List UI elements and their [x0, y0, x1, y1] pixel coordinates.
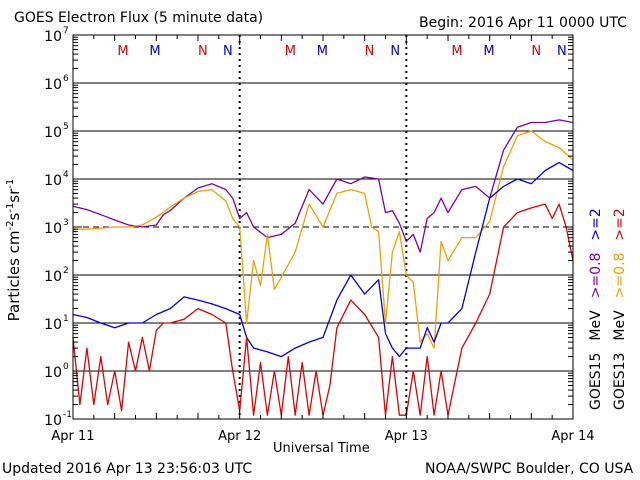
series-line	[73, 130, 574, 349]
legend-entry: MeV	[588, 310, 604, 341]
series-line	[72, 161, 574, 358]
mn-marker: N	[223, 44, 233, 59]
legend-entry: MeV	[612, 310, 628, 341]
legend-entry: >=0.8	[588, 252, 604, 299]
series-line	[72, 119, 574, 253]
y-tick-label: 10	[44, 269, 62, 285]
x-axis-label: Universal Time	[273, 441, 370, 456]
series-line	[72, 203, 574, 416]
mn-marker: M	[285, 44, 296, 59]
y-tick-exponent: 0	[63, 362, 69, 372]
mn-marker: M	[451, 44, 462, 59]
y-tick-label: 10	[44, 413, 62, 429]
legend-column: >=2 >=0.8 MeV GOES13	[612, 208, 628, 410]
mn-marker: M	[117, 44, 128, 59]
y-tick-label: 10	[44, 317, 62, 333]
updated-time: Updated 2016 Apr 13 23:56:03 UTC	[2, 461, 253, 477]
chart-title: GOES Electron Flux (5 minute data)	[14, 10, 264, 26]
y-tick-exponent: 6	[63, 74, 69, 84]
y-tick-exponent: -1	[63, 410, 72, 420]
y-tick-label: 10	[44, 29, 62, 45]
legend-column: >=2 >=0.8 MeV GOES15	[588, 208, 604, 410]
legend-entry: >=2	[612, 208, 628, 241]
legend-entry: >=2	[588, 208, 604, 241]
y-tick-label: 10	[44, 125, 62, 141]
y-tick-exponent: 1	[63, 314, 69, 324]
mn-marker: N	[557, 44, 567, 59]
credit: NOAA/SWPC Boulder, CO USA	[425, 461, 634, 477]
mn-marker: M	[149, 44, 160, 59]
y-tick-label: 10	[44, 77, 62, 93]
y-tick-exponent: 2	[63, 266, 69, 276]
mn-marker: N	[365, 44, 375, 59]
mn-marker: N	[198, 44, 208, 59]
mn-marker: N	[531, 44, 541, 59]
mn-marker: M	[317, 44, 328, 59]
x-tick-label: Apr 13	[385, 429, 428, 444]
x-tick-label: Apr 12	[218, 429, 261, 444]
legend-entry: >=0.8	[612, 252, 628, 299]
mn-marker: N	[390, 44, 400, 59]
y-tick-exponent: 5	[63, 122, 69, 132]
y-tick-exponent: 3	[63, 218, 69, 228]
legend-entry: GOES15	[588, 352, 604, 410]
x-tick-label: Apr 11	[51, 429, 94, 444]
mn-marker: M	[483, 44, 494, 59]
y-tick-exponent: 4	[63, 170, 69, 180]
legend-entry: GOES13	[612, 352, 628, 410]
y-tick-label: 10	[44, 365, 62, 381]
y-tick-exponent: 7	[63, 26, 69, 36]
y-tick-label: 10	[44, 173, 62, 189]
x-tick-label: Apr 14	[551, 429, 594, 444]
y-tick-label: 10	[44, 221, 62, 237]
begin-time: Begin: 2016 Apr 11 0000 UTC	[419, 15, 627, 31]
